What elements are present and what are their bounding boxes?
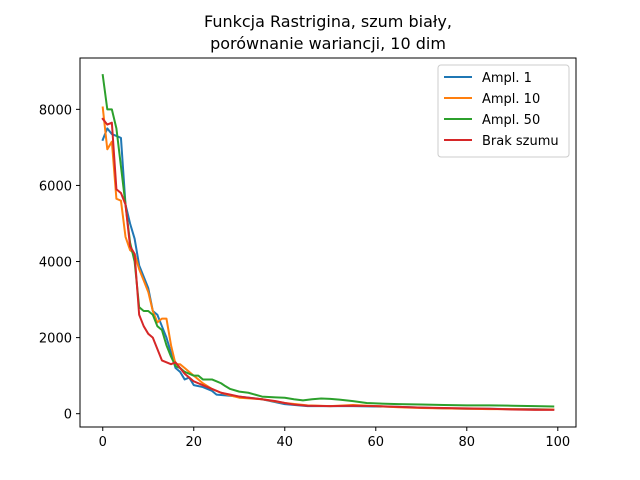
legend: Ampl. 1 Ampl. 10 Ampl. 50 Brak szumu xyxy=(437,64,570,158)
legend-label-brak-szumu: Brak szumu xyxy=(482,134,559,149)
x-tick-label: 100 xyxy=(545,435,570,450)
x-tick-label: 20 xyxy=(185,435,202,450)
series-line-ampl-50 xyxy=(101,73,555,408)
x-tick-label: 80 xyxy=(459,435,476,450)
y-tick-label: 0 xyxy=(64,408,72,423)
legend-box xyxy=(437,64,570,158)
legend-label-ampl-10: Ampl. 10 xyxy=(482,92,540,107)
y-tick-label: 4000 xyxy=(39,256,72,271)
plot-frame xyxy=(79,57,577,428)
series-lines xyxy=(101,73,555,411)
y-tick-label: 8000 xyxy=(39,103,72,118)
y-tick-label: 6000 xyxy=(39,179,72,194)
series-line-brak-szumu xyxy=(101,117,555,411)
legend-label-ampl-50: Ampl. 50 xyxy=(482,113,540,128)
x-tick-label: 0 xyxy=(99,435,107,450)
chart-title-line-1: Funkcja Rastrigina, szum biały, xyxy=(204,12,452,31)
y-tick-label: 2000 xyxy=(39,332,72,347)
chart-title-line-2: porównanie wariancji, 10 dim xyxy=(210,34,446,53)
chart-title: Funkcja Rastrigina, szum biały, porównan… xyxy=(204,12,452,53)
axes: 0 20 40 60 80 100 0 2000 4000 6000 8000 xyxy=(39,57,577,450)
legend-label-ampl-1: Ampl. 1 xyxy=(482,71,532,86)
plot-area xyxy=(101,73,555,411)
x-tick-label: 60 xyxy=(368,435,385,450)
x-tick-label: 40 xyxy=(276,435,293,450)
